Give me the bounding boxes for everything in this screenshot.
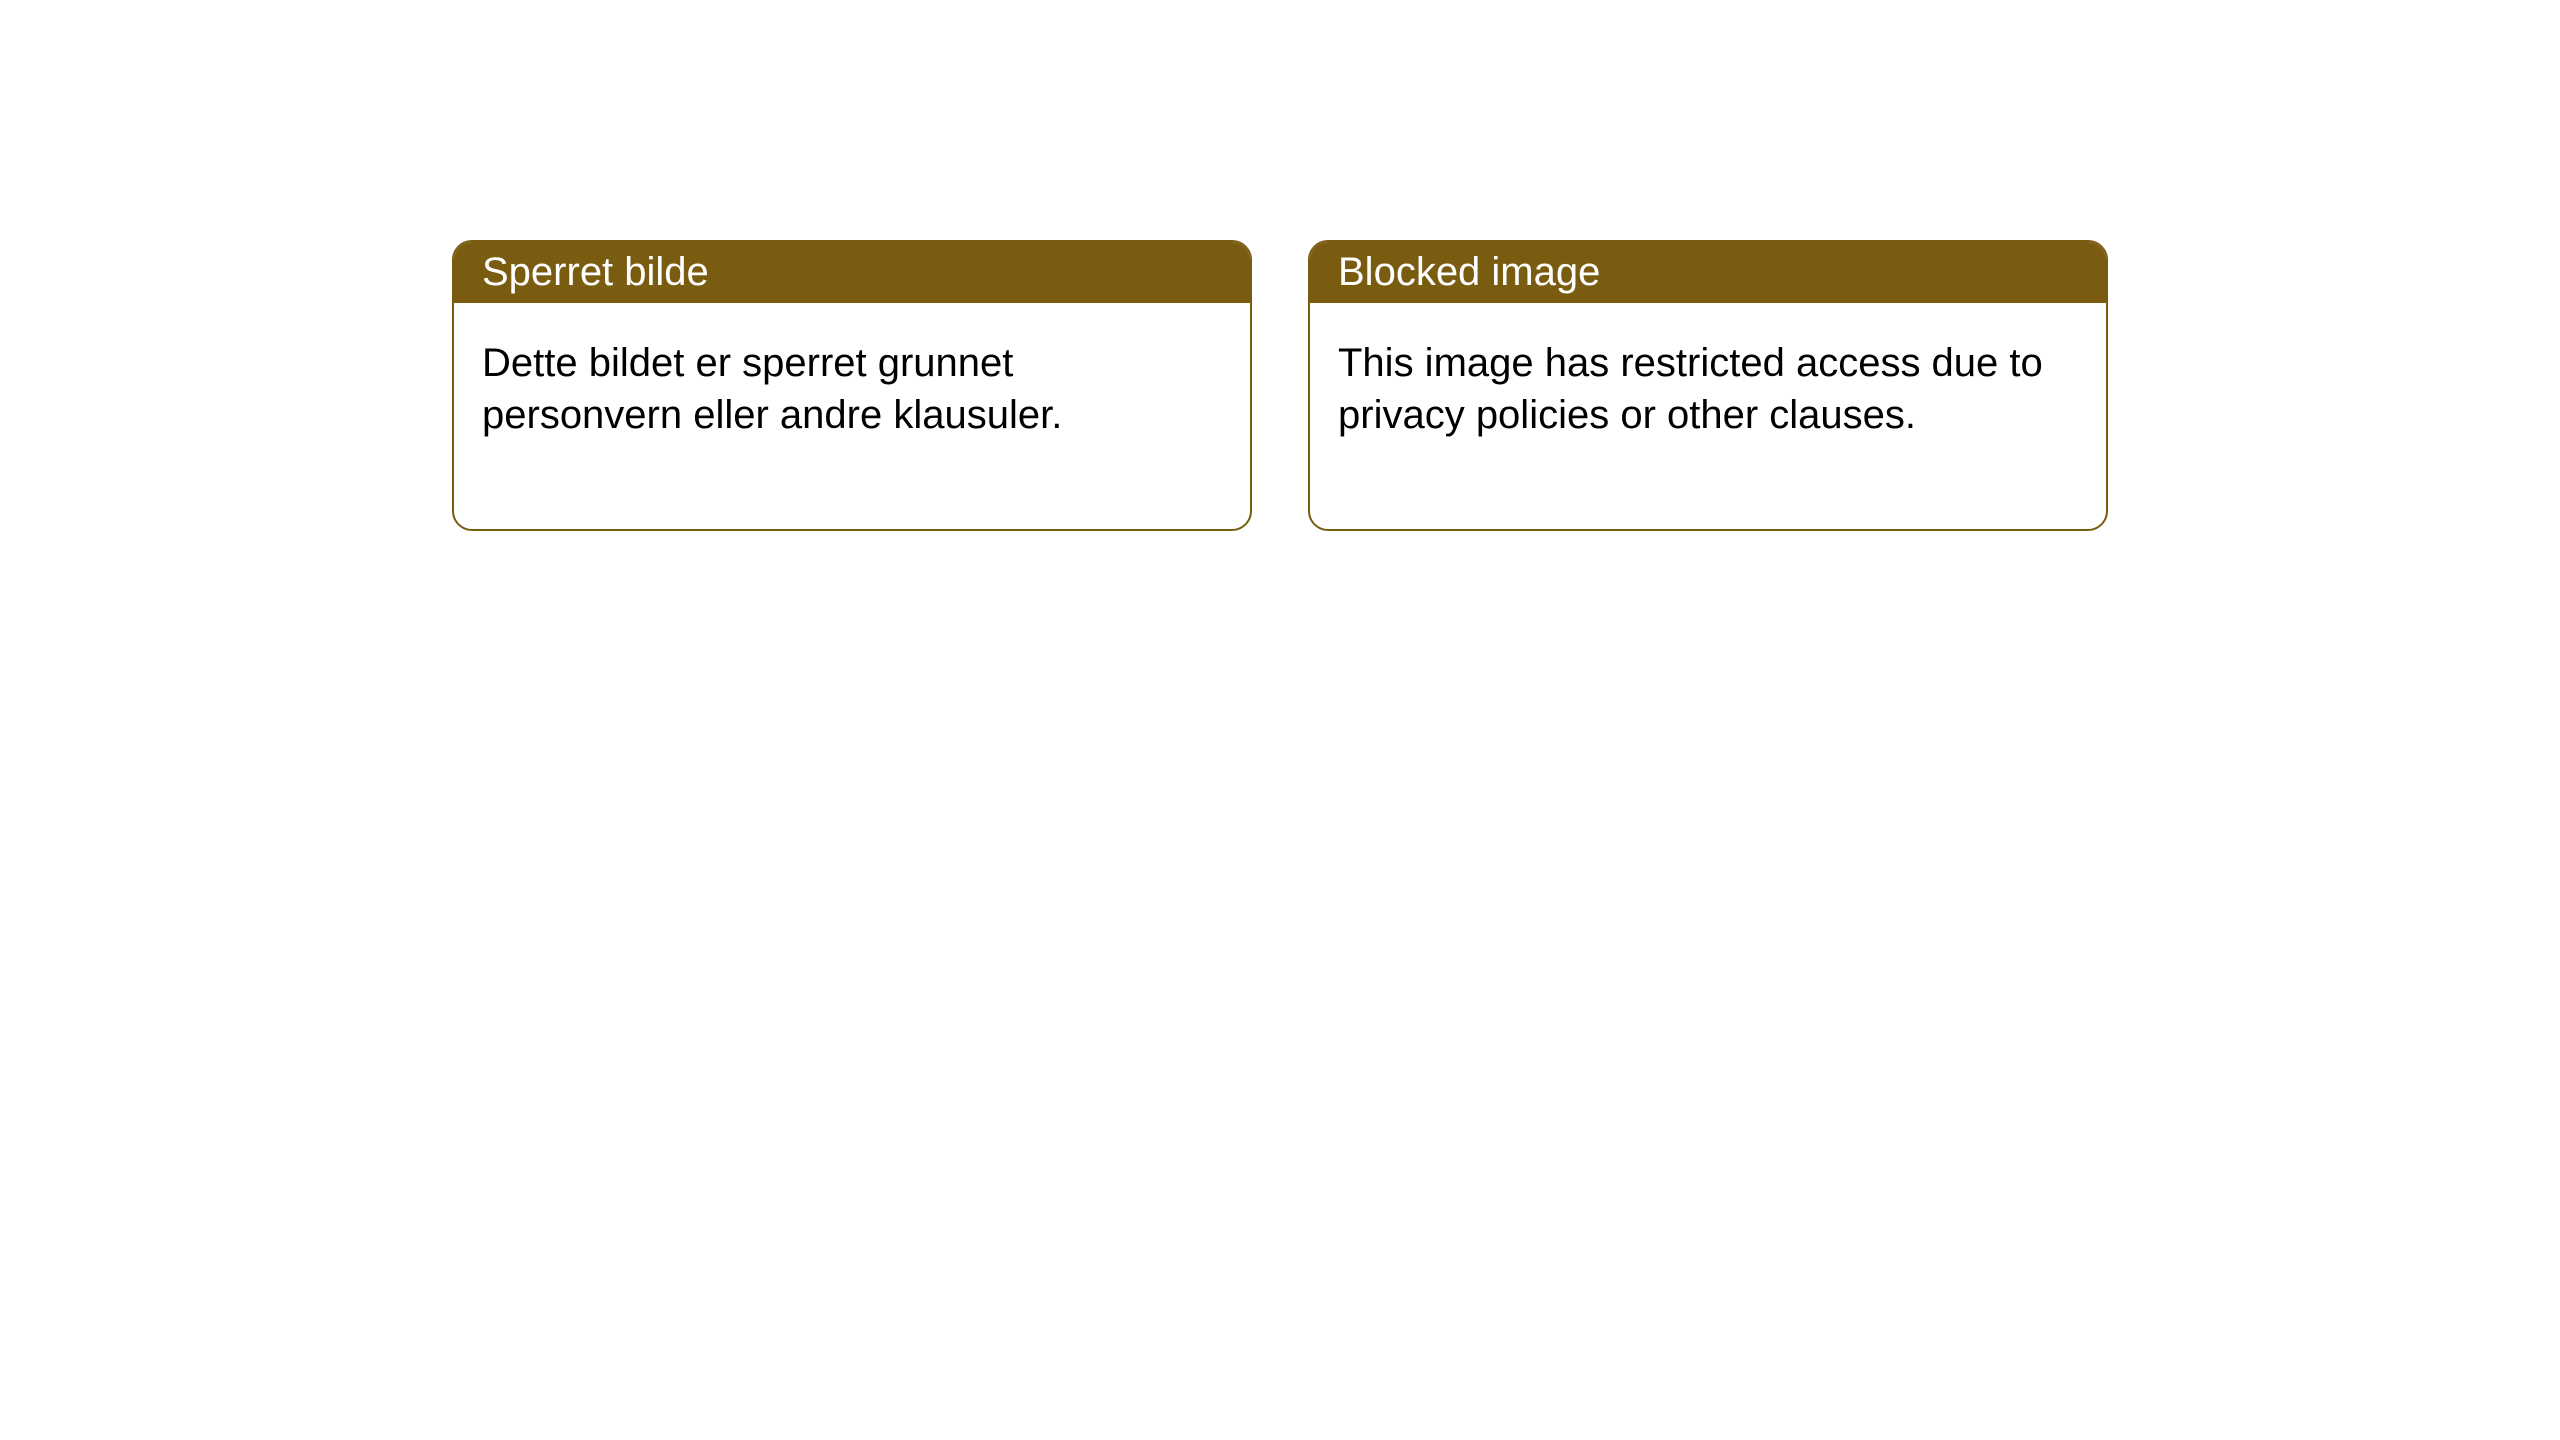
notice-card-norwegian: Sperret bilde Dette bildet er sperret gr… (452, 240, 1252, 531)
notice-body: Dette bildet er sperret grunnet personve… (454, 303, 1250, 529)
notice-card-english: Blocked image This image has restricted … (1308, 240, 2108, 531)
notice-header: Sperret bilde (454, 242, 1250, 303)
notice-header: Blocked image (1310, 242, 2106, 303)
notice-body: This image has restricted access due to … (1310, 303, 2106, 529)
notice-cards-container: Sperret bilde Dette bildet er sperret gr… (452, 240, 2560, 531)
